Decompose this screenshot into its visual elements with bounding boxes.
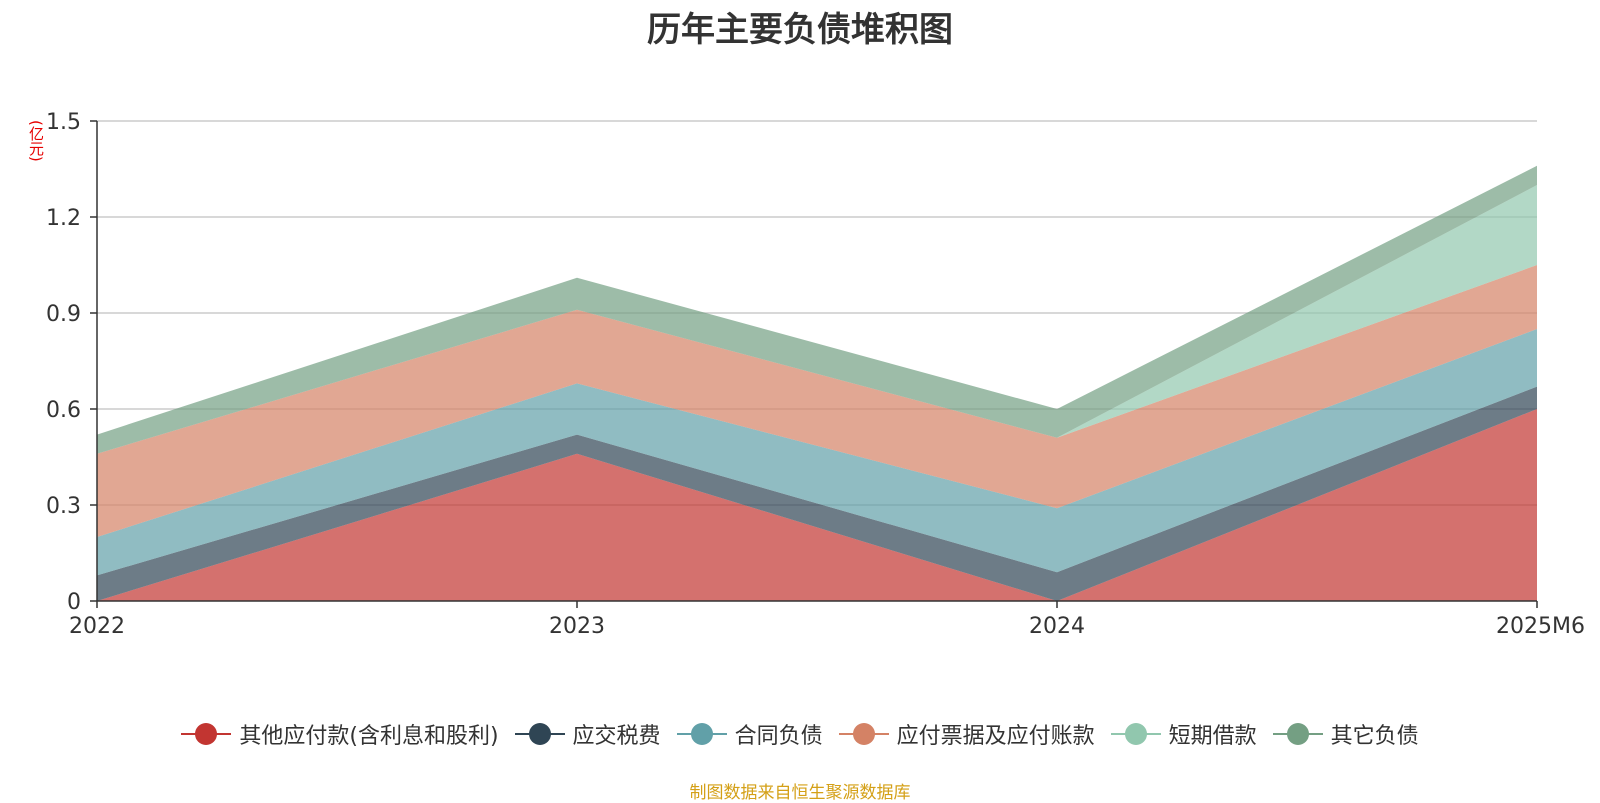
legend-item[interactable]: 其他应付款(含利息和股利)	[181, 718, 499, 750]
legend-label: 其它负债	[1330, 724, 1419, 749]
area-合同负债	[97, 329, 1537, 576]
x-tick-label: 2022	[69, 614, 125, 639]
legend-label: 应付票据及应付账款	[896, 724, 1095, 749]
legend-marker-icon	[1110, 722, 1161, 746]
legend-marker-icon	[838, 722, 889, 746]
y-tick-label: 1.5	[46, 110, 81, 135]
x-tick-label: 2023	[549, 614, 605, 639]
y-tick-label: 0	[67, 590, 81, 615]
legend-marker-icon	[676, 722, 727, 746]
legend-label: 其他应付款(含利息和股利)	[239, 724, 499, 749]
legend-item[interactable]: 应付票据及应付账款	[838, 718, 1095, 750]
area-series	[97, 165, 1537, 601]
legend-marker-icon	[1272, 722, 1323, 746]
x-tick-label: 2024	[1029, 614, 1085, 639]
legend-label: 应交税费	[572, 724, 661, 749]
axes	[90, 120, 1538, 608]
legend-item[interactable]: 合同负债	[676, 718, 823, 750]
x-axis-ticks: 2022 2023 2024 2025M6	[69, 614, 1585, 639]
y-axis-ticks: 0 0.3 0.6 0.9 1.2 1.5	[46, 110, 81, 615]
legend-label: 合同负债	[734, 724, 823, 749]
chart-title: 历年主要负债堆积图	[647, 10, 953, 50]
source-note: 制图数据来自恒生聚源数据库	[689, 783, 911, 803]
y-tick-label: 1.2	[46, 206, 81, 231]
area-应交税费	[97, 386, 1537, 601]
area-短期借款	[97, 185, 1537, 454]
y-tick-label: 0.9	[46, 302, 81, 327]
legend-item[interactable]: 其它负债	[1272, 718, 1419, 750]
y-axis-unit: (亿元)	[27, 120, 45, 162]
legend: 其他应付款(含利息和股利) 应交税费 合同负债 应付票据及应付账款 短期借款 其它负债	[0, 718, 1600, 750]
x-tick-label: 2025M6	[1496, 614, 1585, 639]
legend-item[interactable]: 短期借款	[1110, 718, 1257, 750]
legend-label: 短期借款	[1168, 724, 1257, 749]
area-应付票据及应付账款	[97, 265, 1537, 537]
legend-marker-icon	[181, 722, 232, 746]
y-tick-label: 0.3	[46, 494, 81, 519]
legend-marker-icon	[514, 722, 565, 746]
y-tick-label: 0.6	[46, 398, 81, 423]
legend-item[interactable]: 应交税费	[514, 718, 661, 750]
